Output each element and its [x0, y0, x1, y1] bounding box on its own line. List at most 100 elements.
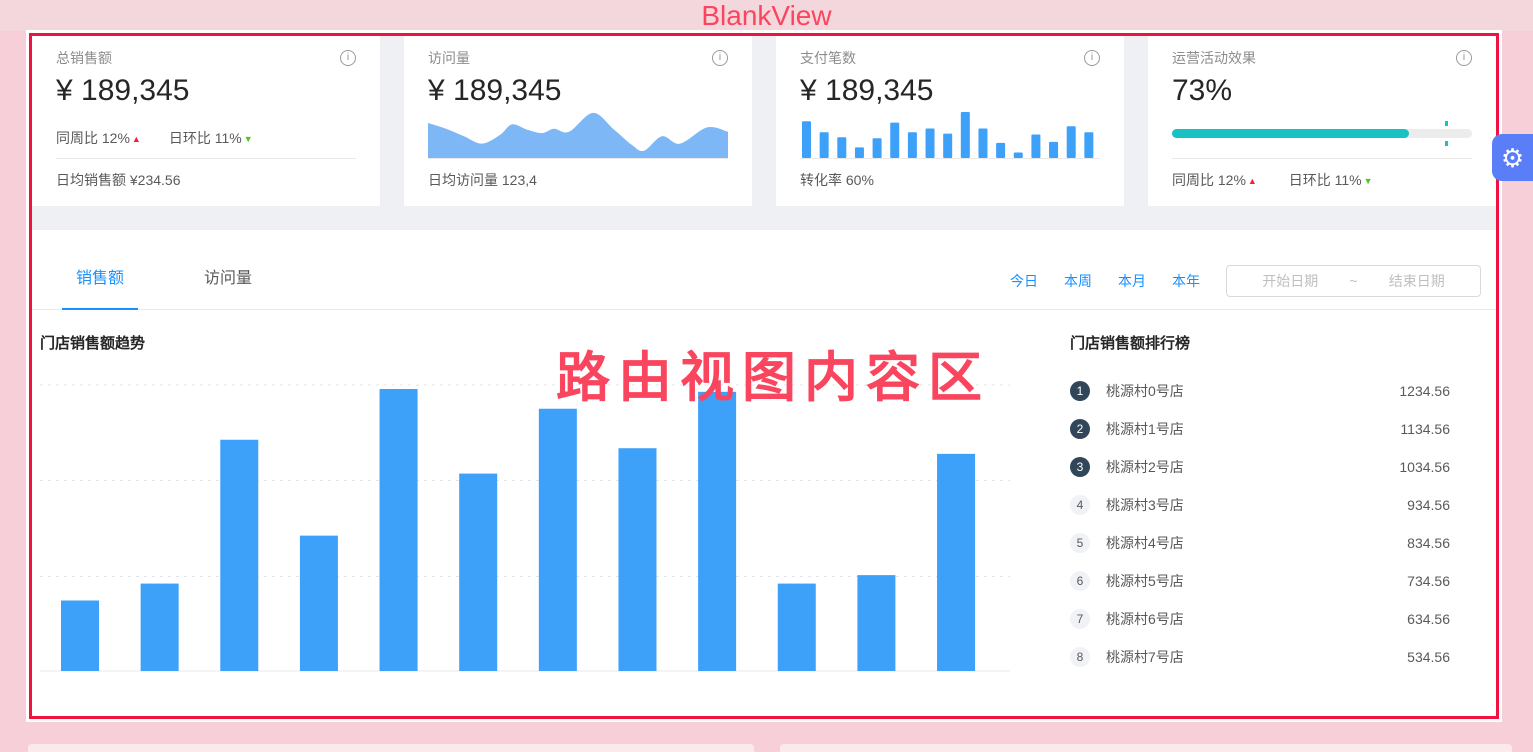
activity-progress-bar: [1172, 121, 1472, 146]
next-row-card-left: [28, 744, 754, 752]
store-sales-value: 1134.56: [1400, 421, 1450, 437]
stat-card-label: 总销售额: [56, 50, 112, 66]
filter-this-year[interactable]: 本年: [1172, 273, 1200, 289]
start-date-input[interactable]: [1235, 273, 1346, 289]
sales-trend-section: 门店销售额趋势: [32, 310, 1032, 716]
sales-ranking-section: 门店销售额排行榜 1 桃源村0号店 1234.56 2 桃源村1号店 1134.56 3 桃源…: [1032, 310, 1496, 716]
store-sales-value: 1234.56: [1399, 383, 1450, 399]
sales-dashboard-card: 销售额 访问量 今日 本周 本月 本年 ~ 门店销售额趋势: [32, 230, 1496, 716]
payments-bar-sparkline: [802, 112, 1094, 158]
trend-week: 同周比 12% ▲: [56, 128, 141, 148]
stat-card-middle: [800, 108, 1100, 158]
store-name: 桃源村5号店: [1106, 573, 1184, 589]
visits-area-sparkline: [428, 112, 728, 158]
progress-fill: [1172, 129, 1409, 138]
gear-icon: ⚙: [1500, 142, 1525, 173]
progress-target-marker: [1445, 121, 1448, 146]
store-sales-value: 634.56: [1407, 611, 1450, 627]
tab-sales[interactable]: 销售额: [62, 268, 139, 310]
store-name: 桃源村2号店: [1106, 459, 1184, 475]
stat-card-header: 总销售额 i: [56, 48, 356, 68]
store-sales-bar-chart: [40, 384, 1010, 672]
rank-badge: 1: [1070, 381, 1090, 401]
stat-card-header: 支付笔数 i: [800, 48, 1100, 68]
store-sales-value: 934.56: [1407, 497, 1450, 513]
trend-row: 同周比 12% ▲ 日环比 11% ▼: [56, 128, 356, 148]
stat-card-middle: [428, 108, 728, 158]
stat-card-total-sales: 总销售额 i ¥ 189,345 同周比 12% ▲ 日环比 11% ▼ 日均销售额…: [32, 36, 380, 206]
trend-day: 日环比 11% ▼: [1289, 172, 1373, 188]
store-name: 桃源村3号店: [1106, 497, 1184, 513]
trend-day-text: 日环比 11%: [168, 130, 242, 146]
ranking-row: 4 桃源村3号店 934.56: [1070, 494, 1450, 516]
store-sales-value: 834.56: [1407, 535, 1450, 551]
date-range-picker[interactable]: ~: [1226, 265, 1481, 297]
rank-badge: 8: [1070, 647, 1090, 667]
store-sales-value: 534.56: [1407, 649, 1450, 665]
ranking-row: 2 桃源村1号店 1134.56: [1070, 418, 1450, 440]
store-sales-value: 1034.56: [1399, 459, 1450, 475]
ranking-row: 7 桃源村6号店 634.56: [1070, 608, 1450, 630]
stat-card-label: 支付笔数: [800, 50, 856, 66]
stat-card-label: 访问量: [428, 50, 470, 66]
trend-week-text: 同周比 12%: [56, 130, 130, 146]
stat-card-footer: 日均访问量 123,4: [428, 158, 728, 198]
store-name: 桃源村1号店: [1106, 421, 1184, 437]
stat-card-header: 访问量 i: [428, 48, 728, 68]
trend-week: 同周比 12% ▲: [1172, 172, 1257, 188]
info-icon[interactable]: i: [340, 50, 356, 66]
info-icon[interactable]: i: [712, 50, 728, 66]
ranking-row: 1 桃源村0号店 1234.56: [1070, 380, 1450, 402]
ranking-list: 1 桃源村0号店 1234.56 2 桃源村1号店 1134.56 3 桃源村2号店 1034.…: [1070, 380, 1450, 668]
next-row-card-right: [780, 744, 1512, 752]
rank-badge: 5: [1070, 533, 1090, 553]
trend-down-icon: ▼: [1363, 176, 1373, 186]
settings-drawer-button[interactable]: ⚙: [1492, 134, 1533, 181]
rank-badge: 6: [1070, 571, 1090, 591]
trend-up-icon: ▲: [131, 134, 141, 144]
date-range-separator: ~: [1349, 273, 1358, 289]
ranking-row: 8 桃源村7号店 534.56: [1070, 646, 1450, 668]
stat-card-value: 73%: [1172, 74, 1233, 107]
ranking-row: 6 桃源村5号店 734.56: [1070, 570, 1450, 592]
stat-card-footer: 转化率 60%: [800, 158, 1100, 198]
rank-badge: 4: [1070, 495, 1090, 515]
ranking-title: 门店销售额排行榜: [1070, 335, 1191, 352]
route-view-highlight-panel: 总销售额 i ¥ 189,345 同周比 12% ▲ 日环比 11% ▼ 日均销售额…: [29, 33, 1499, 719]
stat-card-label: 运营活动效果: [1172, 50, 1256, 66]
info-icon[interactable]: i: [1456, 50, 1472, 66]
store-name: 桃源村0号店: [1106, 383, 1184, 399]
time-filter-controls: 今日 本周 本月 本年 ~: [1010, 265, 1481, 297]
stat-card-activity-effect: 运营活动效果 i 73% 同周比 12% ▲ 日环比 11% ▼: [1148, 36, 1496, 206]
route-view-overlay-label: 路由视图内容区: [556, 348, 990, 408]
filter-this-month[interactable]: 本月: [1118, 273, 1146, 289]
store-name: 桃源村6号店: [1106, 611, 1184, 627]
stat-card-value: ¥ 189,345: [800, 74, 934, 107]
trend-week-text: 同周比 12%: [1172, 172, 1246, 188]
stat-card-middle: [1172, 108, 1472, 158]
stat-card-footer: 同周比 12% ▲ 日环比 11% ▼: [1172, 158, 1472, 198]
info-icon[interactable]: i: [1084, 50, 1100, 66]
store-sales-value: 734.56: [1407, 573, 1450, 589]
sales-trend-title: 门店销售额趋势: [40, 335, 146, 352]
store-name: 桃源村4号店: [1106, 535, 1184, 551]
page-title: BlankView: [701, 0, 832, 31]
store-name: 桃源村7号店: [1106, 649, 1184, 665]
rank-badge: 7: [1070, 609, 1090, 629]
end-date-input[interactable]: [1361, 273, 1472, 289]
rank-badge: 2: [1070, 419, 1090, 439]
filter-today[interactable]: 今日: [1010, 273, 1038, 289]
trend-down-icon: ▼: [243, 134, 253, 144]
filter-this-week[interactable]: 本周: [1064, 273, 1092, 289]
tabs: 销售额 访问量: [62, 230, 318, 310]
trend-day-text: 日环比 11%: [1288, 172, 1362, 188]
trend-day: 日环比 11% ▼: [169, 128, 253, 148]
stat-card-value: ¥ 189,345: [56, 74, 190, 107]
dashboard-content-row: 门店销售额趋势 门店销售额排行榜 1 桃源村0号店 1234.56 2 桃源村1号店 11…: [32, 310, 1496, 716]
stat-card-footer: 日均销售额 ¥234.56: [56, 158, 356, 198]
tab-visits[interactable]: 访问量: [204, 270, 253, 287]
stat-card-middle: 同周比 12% ▲ 日环比 11% ▼: [56, 108, 356, 158]
stat-card-value: ¥ 189,345: [428, 74, 562, 107]
stat-card-visits: 访问量 i ¥ 189,345 日均访问量 123,4: [404, 36, 752, 206]
